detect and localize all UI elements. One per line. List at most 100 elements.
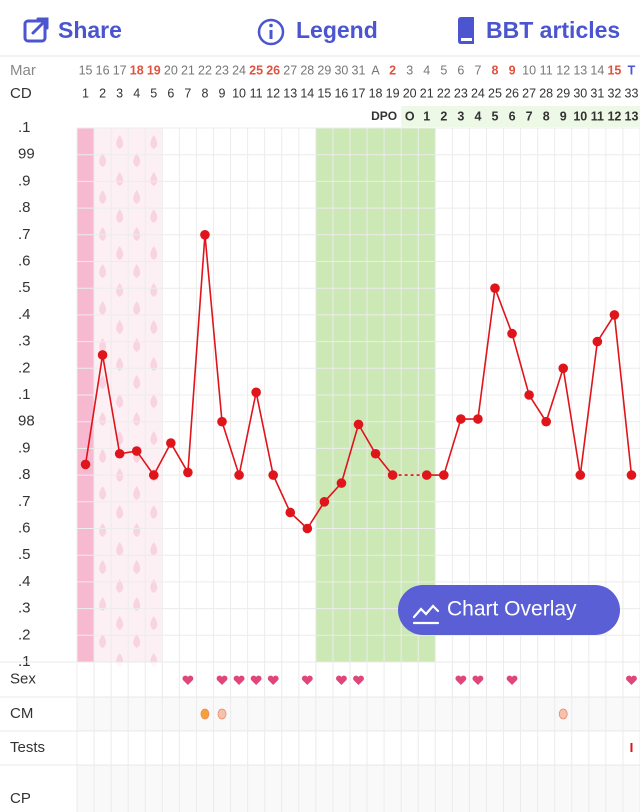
- drop-icon: [150, 394, 158, 408]
- chart-overlay-button[interactable]: Chart Overlay: [398, 585, 620, 635]
- cd-label: 32: [607, 86, 621, 100]
- y-tick-label: .8: [18, 199, 31, 216]
- share-button[interactable]: Share: [23, 17, 122, 43]
- temperature-point: [592, 336, 603, 347]
- drop-icon: [150, 505, 158, 519]
- temperature-point: [114, 448, 125, 459]
- temperature-point: [200, 230, 210, 240]
- date-label: 29: [317, 63, 331, 77]
- dpo-day: 1: [423, 109, 430, 123]
- date-label: 15: [79, 63, 93, 77]
- date-label: 30: [334, 63, 348, 77]
- cm-icon: [217, 708, 227, 720]
- cd-label: 30: [573, 86, 587, 100]
- heart-icon: [267, 675, 279, 685]
- drop-icon: [99, 634, 107, 648]
- cd-label: 19: [386, 86, 400, 100]
- y-tick-label: .7: [18, 493, 31, 510]
- date-label: 14: [590, 63, 604, 77]
- dpo-day: 4: [474, 109, 481, 123]
- drop-icon: [133, 486, 141, 500]
- cd-label: 28: [539, 86, 553, 100]
- legend-button[interactable]: Legend: [257, 17, 378, 46]
- chart-overlay-label[interactable]: Chart Overlay: [447, 598, 577, 621]
- drop-icon: [116, 135, 124, 149]
- cd-label: 8: [201, 86, 208, 100]
- drop-icon: [150, 579, 158, 593]
- cd-label: 2: [99, 86, 106, 100]
- heart-icon: [506, 675, 518, 685]
- temperature-point: [575, 470, 586, 480]
- drop-icon: [150, 616, 158, 630]
- drop-icon: [116, 542, 124, 556]
- drop-icon: [116, 246, 124, 260]
- drop-icon: [116, 209, 124, 223]
- drop-icon: [150, 135, 158, 149]
- cd-label: 7: [184, 86, 191, 100]
- drop-icon: [116, 320, 124, 334]
- y-tick-label: 99: [18, 146, 35, 163]
- heart-icon: [216, 675, 228, 685]
- temperature-point: [507, 328, 517, 339]
- articles-label[interactable]: BBT articles: [486, 17, 620, 43]
- cd-label: 22: [437, 86, 451, 100]
- drop-icon: [150, 320, 158, 334]
- drop-icon: [116, 505, 124, 519]
- date-label: 3: [406, 63, 413, 77]
- temperature-point: [541, 416, 551, 427]
- temperature-point: [558, 363, 569, 374]
- y-tick-label: .2: [18, 626, 31, 643]
- heart-icon: [626, 675, 637, 685]
- date-label: 12: [556, 63, 570, 77]
- dpo-row-bg: [401, 106, 640, 127]
- temperature-point: [302, 523, 313, 534]
- drop-icon: [133, 264, 141, 278]
- date-label: 16: [96, 63, 110, 77]
- date-label: 7: [474, 63, 481, 77]
- temperature-point: [131, 446, 142, 456]
- date-label: 28: [300, 63, 314, 77]
- y-tick-label: .8: [18, 466, 31, 483]
- y-tick-label: 98: [18, 413, 35, 430]
- temperature-point: [524, 390, 534, 400]
- drop-icon: [116, 357, 124, 371]
- cd-label: 1: [82, 86, 89, 100]
- drop-icon: [99, 227, 107, 241]
- y-tick-label: .2: [18, 359, 31, 376]
- legend-label[interactable]: Legend: [296, 17, 378, 43]
- temperature-point: [80, 459, 91, 470]
- date-label: A: [371, 63, 380, 77]
- cd-label: 15: [317, 86, 331, 100]
- date-label: 18: [130, 63, 144, 77]
- temperature-line: [426, 287, 633, 476]
- y-tick-label: .6: [18, 252, 31, 269]
- y-tick-label: .9: [18, 172, 31, 189]
- share-label[interactable]: Share: [58, 17, 122, 43]
- heart-icon: [182, 675, 194, 685]
- cd-label: 16: [334, 86, 348, 100]
- drop-icon: [133, 597, 141, 611]
- date-label: 17: [113, 63, 127, 77]
- articles-button[interactable]: BBT articles: [458, 17, 620, 44]
- cd-label: 33: [625, 86, 639, 100]
- date-label: 24: [232, 63, 246, 77]
- cd-label: 3: [116, 86, 123, 100]
- cd-label: 21: [420, 86, 434, 100]
- cd-label: 14: [300, 86, 314, 100]
- temperature-point: [148, 470, 159, 480]
- drop-icon: [133, 153, 141, 167]
- temperature-point: [183, 467, 193, 478]
- drop-icon: [99, 375, 107, 389]
- drop-icon: [150, 357, 158, 371]
- cd-label: 5: [150, 86, 157, 100]
- toolbar: [0, 0, 640, 56]
- y-tick-label: .5: [18, 279, 31, 296]
- cd-label: 17: [352, 86, 366, 100]
- drop-icon: [99, 486, 107, 500]
- temperature-point: [268, 470, 278, 480]
- y-tick-label: .3: [18, 333, 31, 350]
- dpo-day: 10: [573, 109, 587, 123]
- temperature-point: [319, 497, 330, 507]
- temperature-point: [439, 470, 449, 480]
- date-label: 19: [147, 63, 161, 77]
